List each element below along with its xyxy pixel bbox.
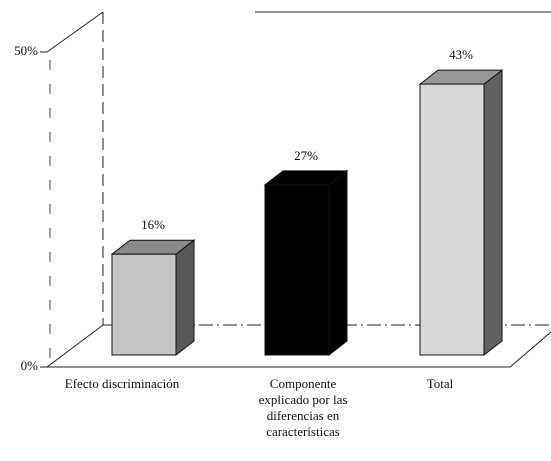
value-label: 43%: [449, 47, 473, 62]
wall-top-edge: [46, 11, 104, 53]
y-tick-label: 0%: [21, 358, 39, 373]
x-tick-label: Componente explicado por las diferencias…: [258, 376, 348, 439]
y-tick-label: 50%: [14, 43, 38, 58]
bar: [111, 253, 177, 356]
value-label: 16%: [141, 217, 165, 232]
bar-side: [483, 69, 503, 357]
bar-side: [175, 239, 195, 357]
bar: [264, 184, 330, 356]
floor-right-edge: [509, 331, 551, 368]
x-tick-label: Efecto discriminación: [64, 376, 180, 391]
value-label: 27%: [294, 148, 318, 163]
bar: [419, 83, 485, 356]
x-tick-label: Total: [426, 376, 454, 391]
floor-left-edge: [46, 324, 104, 368]
bar-side: [328, 169, 348, 357]
